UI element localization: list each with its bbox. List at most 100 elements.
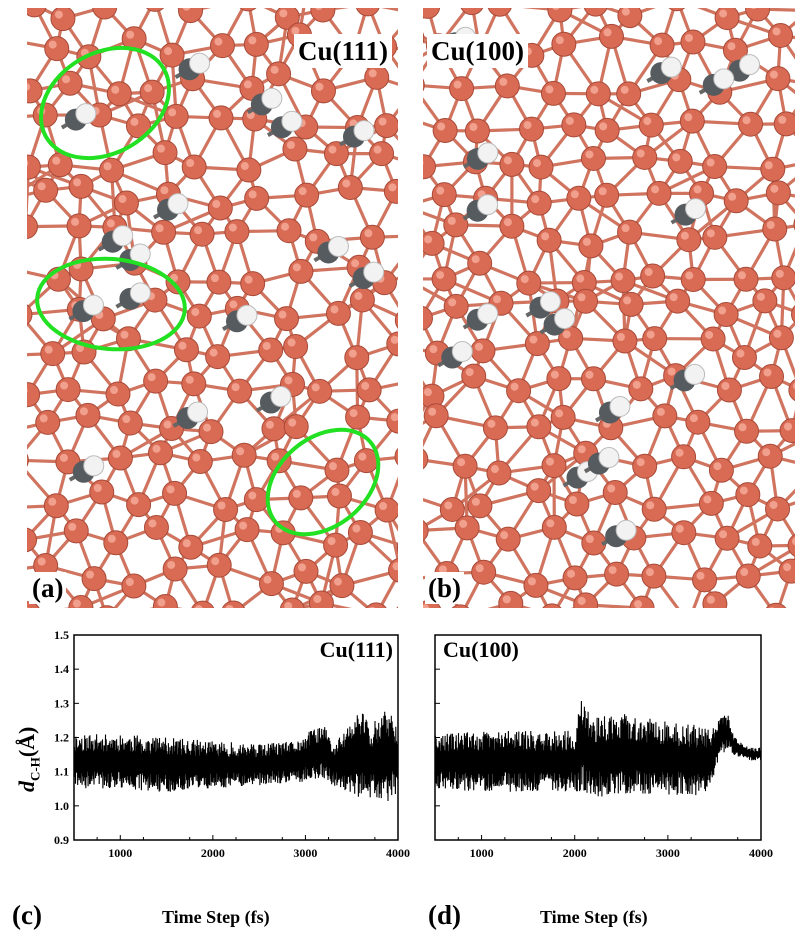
cu-atom bbox=[583, 8, 608, 17]
cu-atom bbox=[641, 496, 667, 522]
cu-atom-highlight bbox=[751, 537, 760, 546]
cu-atom-highlight bbox=[166, 485, 175, 494]
cu-atom bbox=[564, 491, 590, 517]
cu-atom-highlight bbox=[728, 192, 737, 201]
cu-atom bbox=[540, 80, 566, 106]
cu-atom bbox=[676, 227, 702, 253]
cu-atom-highlight bbox=[727, 42, 736, 51]
y-tick-label: 1.1 bbox=[54, 765, 69, 779]
cu-atom bbox=[526, 414, 552, 440]
cu-atom-highlight bbox=[656, 407, 665, 416]
cu-atom-highlight bbox=[330, 305, 339, 314]
cu-atom-highlight bbox=[565, 116, 574, 125]
cu-atom bbox=[524, 331, 550, 357]
cu-atom-highlight bbox=[211, 557, 220, 566]
cu-atom-highlight bbox=[436, 270, 445, 279]
cu-atom bbox=[35, 409, 61, 435]
hydrogen-atom bbox=[615, 519, 637, 541]
cu-atom bbox=[151, 219, 177, 245]
cu-atom-highlight bbox=[354, 291, 363, 300]
cu-atom bbox=[27, 382, 41, 408]
cu-atom-highlight bbox=[615, 272, 624, 281]
cu-atom bbox=[464, 118, 490, 144]
cu-atom-highlight bbox=[163, 420, 172, 429]
cu-atom bbox=[454, 515, 480, 541]
cu-atom bbox=[186, 303, 212, 329]
cu-atom-highlight bbox=[646, 501, 655, 510]
cu-atom bbox=[113, 190, 139, 216]
cu-atom bbox=[308, 590, 334, 608]
cu-atom bbox=[32, 102, 58, 128]
cu-atom bbox=[206, 552, 232, 578]
cu-atom-highlight bbox=[392, 562, 398, 571]
cu-atom-highlight bbox=[607, 484, 616, 493]
cu-atom-highlight bbox=[685, 271, 694, 280]
cu-atom-highlight bbox=[689, 414, 698, 423]
cu-atom-highlight bbox=[27, 160, 29, 167]
cu-atom bbox=[649, 32, 675, 58]
cu-atom bbox=[329, 573, 355, 599]
cu-atom bbox=[234, 517, 260, 543]
cu-atom-highlight bbox=[164, 47, 173, 56]
cu-atom bbox=[356, 377, 382, 403]
panel-tag-b: (b) bbox=[425, 572, 464, 604]
cu-atom-highlight bbox=[568, 496, 577, 505]
cu-atom bbox=[585, 81, 611, 107]
cu-atom bbox=[139, 79, 165, 105]
cu-atom-highlight bbox=[364, 229, 373, 238]
cu-atom-highlight bbox=[634, 600, 643, 608]
cu-atom-highlight bbox=[719, 530, 728, 539]
cu-atom-highlight bbox=[79, 407, 88, 416]
cu-atom-highlight bbox=[616, 333, 625, 342]
cu-atom-highlight bbox=[228, 223, 237, 232]
cu-atom-highlight bbox=[118, 195, 127, 204]
cu-atom bbox=[460, 8, 484, 16]
cu-atom bbox=[181, 154, 207, 180]
cu-atom-highlight bbox=[203, 423, 212, 432]
hydrogen-atom bbox=[363, 261, 385, 283]
cu-atom bbox=[598, 23, 624, 49]
cu-atom bbox=[471, 559, 497, 585]
cu-atom bbox=[282, 136, 308, 162]
cu-atom-highlight bbox=[527, 577, 536, 586]
cu-atom bbox=[40, 341, 66, 367]
cu-atom-highlight bbox=[531, 195, 540, 204]
cu-atom bbox=[759, 364, 785, 390]
highlight-ellipse bbox=[265, 427, 381, 537]
cu-atom-highlight bbox=[437, 122, 446, 131]
cu-atom bbox=[274, 306, 300, 332]
cu-atom bbox=[99, 605, 115, 608]
cu-atom-highlight bbox=[459, 519, 468, 528]
cu-atom-highlight bbox=[444, 501, 453, 510]
cu-atom bbox=[209, 33, 235, 59]
cu-atom-highlight bbox=[59, 453, 68, 462]
cu-atom bbox=[499, 151, 525, 177]
cu-atom-highlight bbox=[603, 28, 612, 37]
cu-atom bbox=[679, 108, 705, 134]
cu-atom bbox=[573, 288, 599, 314]
cu-atom bbox=[733, 266, 759, 292]
cu-atom bbox=[562, 565, 588, 591]
cu-atom bbox=[526, 190, 552, 216]
cu-atom-highlight bbox=[27, 388, 28, 393]
x-tick-label: 2000 bbox=[201, 846, 225, 860]
cu-atom-highlight bbox=[265, 420, 274, 429]
cu-atom-highlight bbox=[672, 153, 681, 162]
cu-atom-highlight bbox=[278, 310, 287, 319]
cu-atom-highlight bbox=[287, 338, 296, 347]
cu-atom bbox=[546, 366, 572, 392]
cu-atom-highlight bbox=[577, 293, 586, 302]
cu-atom bbox=[745, 8, 771, 22]
cu-atom bbox=[33, 177, 59, 203]
cu-atom bbox=[27, 78, 43, 104]
cu-atom-highlight bbox=[194, 226, 203, 235]
cu-atom bbox=[396, 542, 398, 553]
cu-atom-highlight bbox=[379, 502, 388, 511]
cu-atom-highlight bbox=[292, 263, 301, 272]
cu-atom-highlight bbox=[348, 349, 357, 358]
cu-atom-highlight bbox=[191, 308, 200, 317]
cu-atom bbox=[178, 534, 204, 560]
cu-atom-highlight bbox=[750, 8, 757, 10]
cu-atom-highlight bbox=[313, 595, 322, 604]
cu-atom-highlight bbox=[44, 345, 53, 354]
